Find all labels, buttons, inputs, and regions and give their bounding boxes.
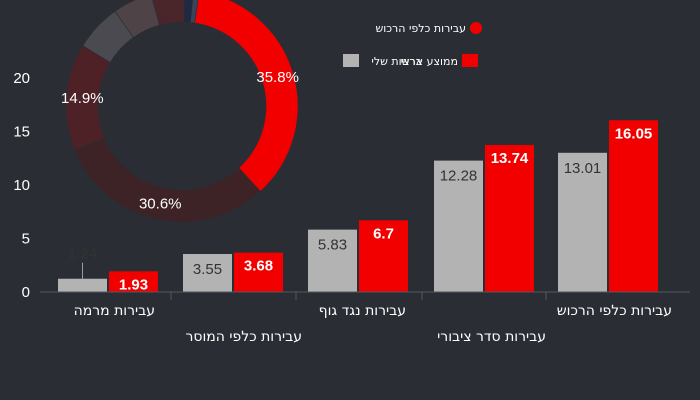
donut-slice-label: 35.8% — [256, 69, 299, 86]
donut-slice — [194, 0, 299, 192]
donut-slice-label: 30.6% — [139, 196, 182, 213]
legend-item-national: ממוצע ארצי — [401, 54, 478, 68]
legend-swatch-mine — [343, 54, 359, 67]
legend-label-pie: עבירות כלפי הרכוש — [375, 22, 466, 35]
data-label-mine: 5.83 — [318, 237, 347, 254]
x-category-label: עבירות מרמה — [74, 303, 155, 319]
x-category-label: עבירות כלפי המוסר — [186, 329, 303, 345]
data-label-mine: 1.24 — [68, 246, 97, 263]
bar-national — [609, 120, 658, 292]
bar-mine — [434, 160, 483, 292]
data-label-national: 16.05 — [615, 125, 653, 142]
bar-mine — [183, 254, 232, 292]
legend: עבירות כלפי הרכוש ממוצע ארצי ברשות שלי — [343, 22, 482, 68]
donut-chart: 35.8% 30.6% 14.9% — [61, 0, 299, 223]
data-label-national: 6.7 — [373, 225, 394, 242]
bar-national — [359, 220, 408, 292]
bar-national — [109, 271, 158, 292]
legend-swatch-national — [462, 54, 478, 67]
y-tick-label: 20 — [13, 70, 30, 87]
data-label-mine: 3.55 — [193, 261, 222, 278]
bar-national — [234, 252, 283, 292]
bar-mine — [308, 229, 357, 292]
data-label-mine: 12.28 — [440, 168, 478, 185]
bar-mine — [58, 278, 107, 292]
x-category-label: עבירות נגד גוף — [319, 303, 406, 319]
donut-slice-label: 14.9% — [61, 90, 104, 107]
legend-label-mine: ברשות שלי — [371, 55, 422, 68]
y-tick-label: 5 — [22, 231, 30, 248]
donut-slice — [190, 0, 199, 24]
x-category-label: עבירות סדר ציבורי — [437, 329, 546, 345]
y-axis: 0 5 10 15 20 — [13, 70, 30, 301]
y-tick-label: 15 — [13, 124, 30, 141]
data-label-mine: 13.01 — [564, 160, 602, 177]
data-label-national: 1.93 — [119, 276, 148, 293]
bar-mine — [558, 152, 607, 292]
x-category-label: עבירות כלפי הרכוש — [557, 303, 672, 319]
legend-item-pie: עבירות כלפי הרכוש — [375, 22, 482, 35]
legend-dot-pie — [470, 22, 482, 34]
legend-item-mine: ברשות שלי — [343, 54, 422, 68]
bar-plot: 1.24 1.93 3.55 3.68 5.83 6.7 12.28 13.74 13.01 16… — [58, 120, 658, 300]
bar-national — [485, 144, 534, 292]
data-label-national: 3.68 — [244, 258, 273, 275]
legend-label-national: ממוצע ארצי — [401, 55, 458, 68]
y-tick-label: 0 — [22, 284, 30, 301]
x-axis-categories: עבירות מרמה עבירות כלפי המוסר עבירות נגד ג… — [74, 303, 672, 345]
y-tick-label: 10 — [13, 177, 30, 194]
data-label-national: 13.74 — [491, 150, 529, 167]
